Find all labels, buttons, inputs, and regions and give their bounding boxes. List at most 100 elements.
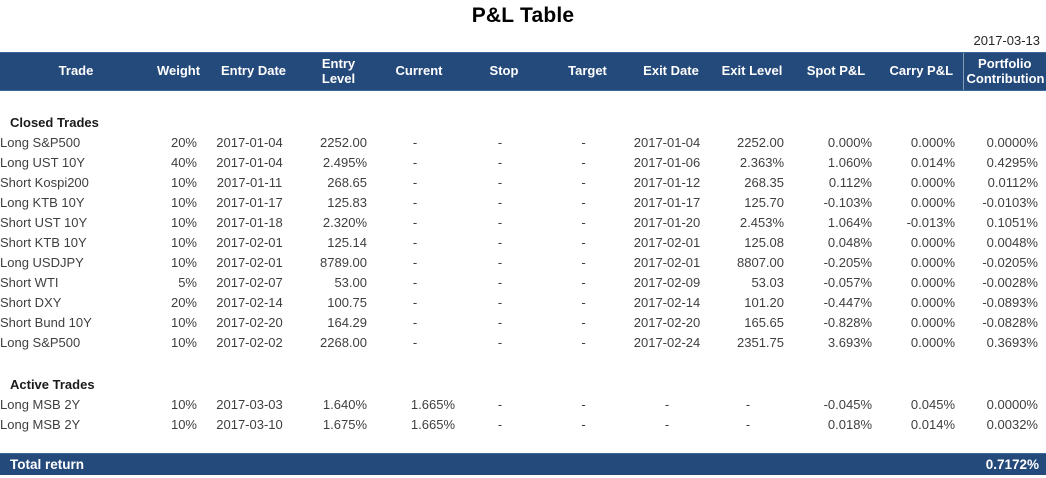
cell-carry_pnl: 0.000%	[910, 334, 955, 350]
cell-weight: 10%	[170, 174, 197, 190]
pnl-table: Trade Weight Entry Date Entry Level Curr…	[0, 52, 1046, 435]
cell-spot_pnl: 3.693%	[827, 334, 872, 350]
cell-current: -	[412, 174, 418, 190]
cell-spot_pnl: 1.060%	[827, 154, 872, 170]
cell-entry_level: 125.83	[327, 194, 367, 210]
cell-current: -	[412, 274, 418, 290]
column-header-entry-date: Entry Date	[205, 52, 302, 91]
table-row: Short DXY 20% 2017-02-14 100.75 - - - 2017-02-1…	[0, 293, 1046, 313]
cell-trade: Short KTB 10Y	[0, 234, 87, 250]
cell-stop: -	[497, 174, 503, 190]
cell-weight: 10%	[170, 254, 197, 270]
cell-exit_date: 2017-02-09	[633, 274, 701, 290]
cell-carry_pnl: 0.000%	[910, 294, 955, 310]
cell-weight: 20%	[170, 134, 197, 150]
cell-trade: Long KTB 10Y	[0, 194, 85, 210]
as-of-date: 2017-03-13	[973, 33, 1041, 48]
cell-stop: -	[497, 334, 503, 350]
cell-current: -	[412, 234, 418, 250]
cell-stop: -	[497, 234, 503, 250]
table-row: Short WTI 5% 2017-02-07 53.00 - - - 2017-02-09 5…	[0, 273, 1046, 293]
cell-spot_pnl: 0.000%	[827, 134, 872, 150]
cell-carry_pnl: -0.013%	[906, 214, 955, 230]
cell-entry_level: 1.675%	[322, 416, 367, 432]
cell-portfolio_contribution: -0.0028%	[982, 274, 1038, 290]
cell-target: -	[581, 174, 586, 190]
cell-exit_date: -	[664, 416, 670, 432]
column-header-exit-level: Exit Level	[712, 52, 792, 91]
cell-entry_level: 2268.00	[320, 334, 367, 350]
cell-current: -	[412, 194, 418, 210]
cell-trade: Short WTI	[0, 274, 59, 290]
cell-target: -	[581, 234, 586, 250]
table-row: Long S&P500 20% 2017-01-04 2252.00 - - - 2017-0…	[0, 133, 1046, 153]
cell-exit_date: 2017-01-06	[633, 154, 701, 170]
cell-stop: -	[497, 134, 503, 150]
cell-entry_date: 2017-01-17	[216, 194, 283, 210]
column-header-weight: Weight	[152, 52, 205, 91]
cell-target: -	[581, 134, 586, 150]
cell-exit_date: 2017-02-01	[633, 234, 701, 250]
cell-current: 1.665%	[410, 416, 455, 432]
cell-exit_level: 2252.00	[737, 134, 784, 150]
cell-entry_level: 2.320%	[322, 214, 367, 230]
cell-exit_date: 2017-01-12	[633, 174, 701, 190]
cell-carry_pnl: 0.045%	[910, 396, 955, 412]
cell-stop: -	[497, 416, 503, 432]
cell-exit_date: 2017-01-04	[633, 134, 701, 150]
column-header-exit-date: Exit Date	[630, 52, 712, 91]
cell-entry_date: 2017-01-11	[216, 174, 283, 190]
column-header-trade: Trade	[0, 52, 152, 91]
cell-entry_date: 2017-02-07	[216, 274, 283, 290]
cell-entry_level: 268.65	[327, 174, 367, 190]
cell-exit_level: 125.70	[744, 194, 784, 210]
cell-entry_level: 2.495%	[322, 154, 367, 170]
cell-carry_pnl: 0.000%	[910, 194, 955, 210]
cell-portfolio_contribution: -0.0205%	[982, 254, 1038, 270]
cell-exit_date: 2017-02-20	[633, 314, 701, 330]
section-header-row: Active Trades	[0, 375, 1046, 395]
cell-portfolio_contribution: -0.0828%	[982, 314, 1038, 330]
cell-spot_pnl: 0.112%	[828, 174, 872, 190]
cell-target: -	[581, 294, 586, 310]
cell-stop: -	[497, 274, 503, 290]
cell-entry_date: 2017-02-01	[216, 234, 283, 250]
cell-current: -	[412, 334, 418, 350]
cell-exit_date: 2017-02-01	[633, 254, 701, 270]
cell-exit_date: 2017-02-14	[633, 294, 701, 310]
column-header-spot-pnl: Spot P&L	[792, 52, 880, 91]
cell-trade: Long MSB 2Y	[0, 396, 81, 412]
cell-entry_level: 53.00	[334, 274, 367, 290]
cell-exit_level: -	[745, 396, 751, 412]
cell-portfolio_contribution: 0.1051%	[986, 214, 1038, 230]
cell-portfolio_contribution: 0.0112%	[987, 174, 1038, 190]
cell-target: -	[581, 274, 586, 290]
cell-current: -	[412, 154, 418, 170]
cell-spot_pnl: -0.205%	[823, 254, 872, 270]
cell-portfolio_contribution: 0.4295%	[986, 154, 1038, 170]
cell-stop: -	[497, 194, 503, 210]
cell-trade: Short Bund 10Y	[0, 314, 92, 330]
cell-current: 1.665%	[410, 396, 455, 412]
table-row: Long UST 10Y 40% 2017-01-04 2.495% - - - 2017-0…	[0, 153, 1046, 173]
cell-trade: Short DXY	[0, 294, 62, 310]
cell-weight: 40%	[170, 154, 197, 170]
cell-exit_level: 268.35	[744, 174, 784, 190]
cell-entry_date: 2017-01-04	[216, 134, 283, 150]
cell-portfolio_contribution: 0.0032%	[986, 416, 1038, 432]
cell-target: -	[581, 334, 586, 350]
cell-portfolio_contribution: 0.3693%	[986, 334, 1038, 350]
cell-spot_pnl: 1.064%	[827, 214, 872, 230]
cell-weight: 10%	[170, 396, 197, 412]
cell-exit_level: -	[745, 416, 751, 432]
cell-exit_level: 2.363%	[739, 154, 784, 170]
column-header-entry-level: Entry Level	[302, 52, 375, 91]
cell-current: -	[412, 134, 418, 150]
cell-exit_level: 125.08	[744, 234, 784, 250]
section-header-row: Closed Trades	[0, 113, 1046, 133]
cell-exit_level: 165.65	[744, 314, 784, 330]
spacer-row	[0, 91, 1046, 113]
cell-carry_pnl: 0.000%	[910, 274, 955, 290]
cell-stop: -	[497, 154, 503, 170]
cell-weight: 10%	[170, 314, 197, 330]
